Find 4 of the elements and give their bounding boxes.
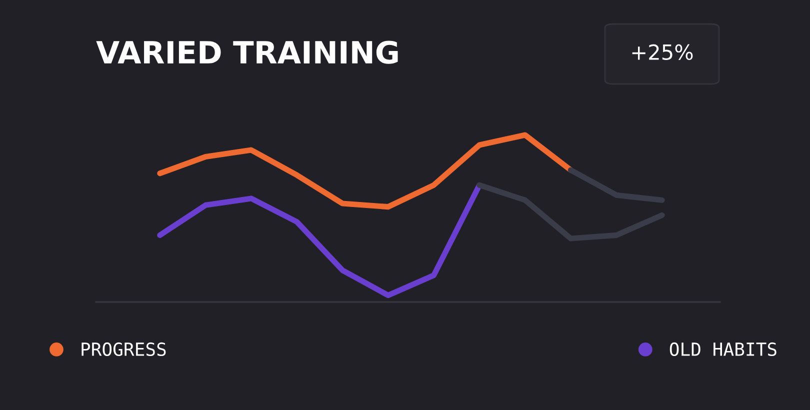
legend-label: OLD HABITS [670, 342, 776, 356]
chart-title: VARIED TRAINING [96, 40, 398, 64]
legend-label: PROGRESS [82, 342, 166, 356]
text: +25% [632, 44, 693, 60]
